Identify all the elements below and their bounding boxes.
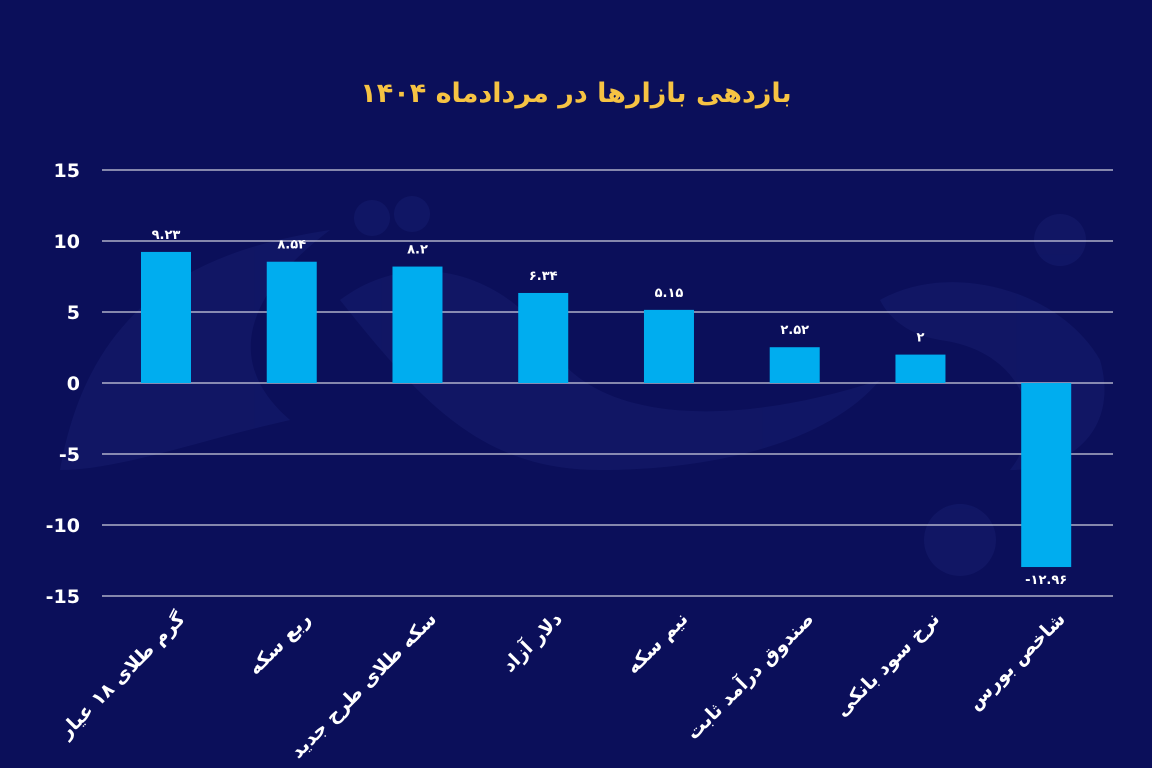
- y-tick-label: 5: [67, 302, 80, 324]
- y-tick-label: -10: [46, 515, 80, 537]
- bar[interactable]: [266, 261, 317, 383]
- bar[interactable]: [895, 354, 946, 383]
- x-tick-label: نرخ سود بانکی: [831, 608, 944, 721]
- data-label: ۶.۳۴: [529, 269, 558, 284]
- data-label: ۸.۲: [407, 243, 428, 258]
- bar[interactable]: [518, 292, 569, 383]
- x-tick-label: دلار آزاد: [497, 606, 567, 676]
- y-tick-label: 15: [54, 160, 80, 182]
- bar[interactable]: [769, 347, 820, 383]
- x-tick-label: سکه طلای طرح جدید: [286, 608, 441, 763]
- bar[interactable]: [141, 251, 191, 383]
- data-label: ۸.۵۴: [277, 238, 306, 253]
- x-tick-label: گرم طلای ۱۸ عیار: [53, 607, 190, 744]
- bar[interactable]: [392, 266, 443, 383]
- y-tick-label: -15: [46, 586, 80, 608]
- bar[interactable]: [643, 309, 694, 383]
- bar[interactable]: [1021, 383, 1072, 568]
- chart-title: بازدهی بازارها در مردادماه ۱۴۰۴: [360, 78, 792, 109]
- data-label: ۲.۵۲: [780, 323, 809, 338]
- data-label: ۵.۱۵: [655, 286, 684, 301]
- x-tick-label: شاخص بورس: [963, 608, 1069, 714]
- data-label: ۹.۲۳: [152, 228, 181, 243]
- data-label: ۲: [916, 331, 924, 346]
- y-tick-label: 10: [54, 231, 80, 253]
- x-tick-label: صندوق درآمد ثابت: [681, 607, 819, 745]
- data-label: -۱۲.۹۶: [1025, 573, 1067, 588]
- x-tick-label: نیم سکه: [622, 608, 692, 678]
- x-tick-label: ربع سکه: [244, 608, 315, 679]
- y-tick-label: -5: [59, 444, 80, 466]
- watermark-logo: [60, 196, 1105, 576]
- y-tick-label: 0: [67, 373, 80, 395]
